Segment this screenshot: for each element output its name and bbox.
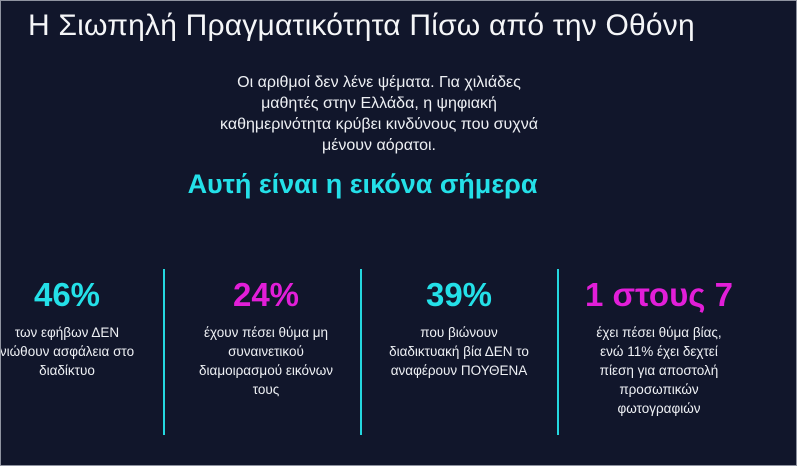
stat-card-teens-unsafe: 46% των εφήβων ΔΕΝ νιώθουν ασφάλεια στο … xyxy=(0,276,142,380)
intro-line: Οι αριθμοί δεν λένε ψέματα. Για χιλιάδες xyxy=(237,74,521,91)
stat-description-line: πίεση για αποστολή xyxy=(599,363,719,378)
stat-value: 39% xyxy=(425,276,493,313)
stat-description: που βιώνουν διαδικτυακή βία ΔΕΝ το αναφέ… xyxy=(373,323,545,380)
stat-description-line: διαδικτυακή βία ΔΕΝ το xyxy=(389,344,529,359)
stat-value: 46% xyxy=(33,276,101,313)
stat-description-line: των εφήβων ΔΕΝ xyxy=(14,325,120,340)
stat-value: 24% xyxy=(232,276,300,313)
stat-description: έχει πέσει θύμα βίας, ενώ 11% έχει δεχτε… xyxy=(575,323,743,418)
stat-description-line: τους xyxy=(252,382,280,397)
stat-card-unreported-violence: 39% που βιώνουν διαδικτυακή βία ΔΕΝ το α… xyxy=(373,277,545,380)
stat-description-line: που βιώνουν xyxy=(420,325,498,340)
stat-value: 1 στους 7 xyxy=(585,276,733,313)
stat-description-line: ενώ 11% έχει δεχτεί xyxy=(600,344,718,359)
stat-card-one-in-seven: 1 στους 7 έχει πέσει θύμα βίας, ενώ 11% … xyxy=(575,277,743,418)
stat-description-line: συναινετικού xyxy=(228,344,304,359)
stat-description-line: φωτογραφιών xyxy=(617,401,701,416)
stat-description-line: προσωπικών xyxy=(619,382,699,397)
intro-line: μαθητές στην Ελλάδα, η ψηφιακή xyxy=(261,95,497,112)
intro-line: καθημερινότητα κρύβει κινδύνους που συχν… xyxy=(220,116,538,133)
slide-title: Η Σιωπηλή Πραγματικότητα Πίσω από την Οθ… xyxy=(28,9,695,42)
stat-description-line: διαμοιρασμού εικόνων xyxy=(199,363,333,378)
stat-description: των εφήβων ΔΕΝ νιώθουν ασφάλεια στο διαδ… xyxy=(0,323,142,380)
divider xyxy=(360,269,362,435)
stat-description-line: διαδίκτυο xyxy=(39,363,95,378)
stat-description-line: νιώθουν ασφάλεια στο xyxy=(0,344,135,359)
intro-paragraph: Οι αριθμοί δεν λένε ψέματα. Για χιλιάδες… xyxy=(1,72,757,156)
stat-description-line: έχει πέσει θύμα βίας, xyxy=(596,325,722,340)
intro-line: μένουν αόρατοι. xyxy=(322,137,436,154)
stat-description-line: αναφέρουν ΠΟΥΘΕΝΑ xyxy=(390,363,528,378)
stat-card-image-sharing: 24% έχουν πέσει θύμα μη συναινετικού δια… xyxy=(180,277,352,399)
stat-description: έχουν πέσει θύμα μη συναινετικού διαμοιρ… xyxy=(180,323,352,399)
divider xyxy=(557,269,559,435)
subheading: Αυτή είναι η εικόνα σήμερα xyxy=(187,169,538,199)
stat-description-line: έχουν πέσει θύμα μη xyxy=(203,325,329,340)
divider xyxy=(163,269,165,435)
